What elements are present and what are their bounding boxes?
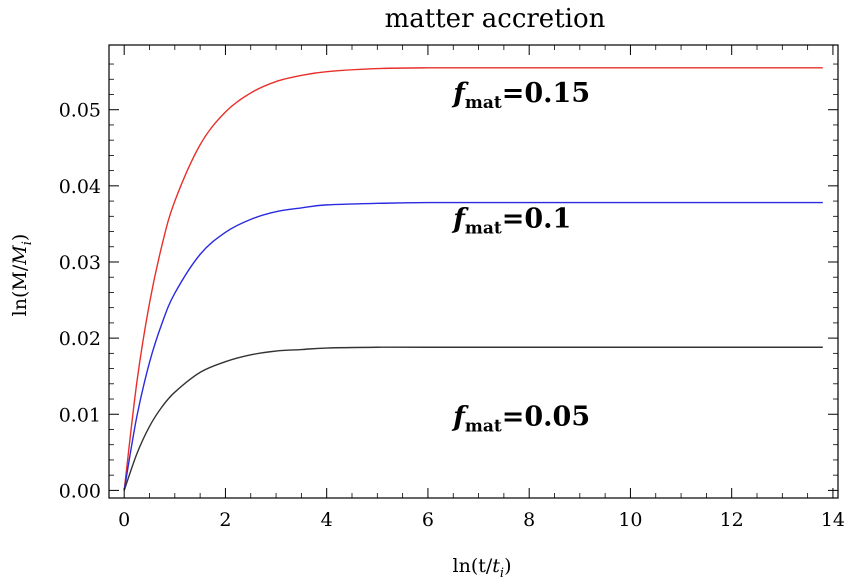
- axis-ticks: 0 2 4 6 8 10 12 14 0.00 0.01 0.02 0.03 0.04 0.05: [59, 45, 845, 531]
- annotation-1: fmat=0.1: [451, 204, 571, 239]
- series-line-1: [123, 201, 823, 491]
- series-line-0: [123, 67, 823, 491]
- y-tick-label: 0.03: [59, 252, 101, 274]
- x-tick-label: 14: [821, 509, 845, 531]
- annotation-2: fmat=0.05: [451, 402, 590, 437]
- annotations: fmat=0.15 fmat=0.1 fmat=0.05: [451, 78, 590, 437]
- x-tick-label: 2: [219, 509, 231, 531]
- x-tick-label: 10: [618, 509, 642, 531]
- chart-title: matter accretion: [385, 4, 606, 34]
- x-tick-label: 8: [523, 509, 535, 531]
- x-tick-label: 0: [118, 509, 130, 531]
- series-line-2: [123, 346, 823, 491]
- x-tick-label: 12: [720, 509, 744, 531]
- plot-area: [123, 67, 823, 491]
- x-tick-label: 4: [321, 509, 333, 531]
- x-axis-label: ln(t/ti): [453, 555, 512, 581]
- y-tick-label: 0.05: [59, 100, 101, 122]
- plot-frame: [108, 44, 839, 499]
- y-tick-label: 0.01: [59, 404, 101, 426]
- y-axis-label: ln(M/Mi): [9, 234, 35, 317]
- x-tick-label: 6: [422, 509, 434, 531]
- y-tick-label: 0.02: [59, 328, 101, 350]
- y-tick-label: 0.00: [59, 480, 101, 502]
- y-tick-label: 0.04: [59, 176, 101, 198]
- annotation-0: fmat=0.15: [451, 78, 590, 113]
